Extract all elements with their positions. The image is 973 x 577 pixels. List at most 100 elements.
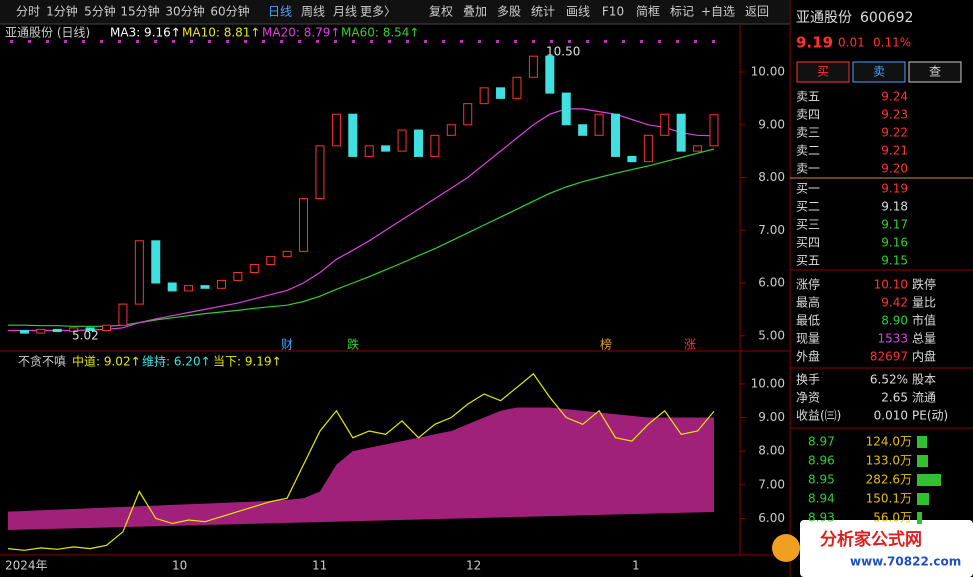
toolbar-button[interactable]: 30分钟 xyxy=(165,4,204,19)
candle xyxy=(134,240,144,305)
y-tick-label: 8.00 xyxy=(758,170,785,184)
toolbar-button[interactable]: 月线 xyxy=(333,5,357,19)
book-label: 买五 xyxy=(796,254,820,268)
change: 0.01 xyxy=(838,36,865,50)
dot xyxy=(388,40,391,43)
toolbar-button[interactable]: 日线 xyxy=(268,5,292,19)
book-price: 9.15 xyxy=(881,254,908,268)
trade-price: 8.95 xyxy=(808,473,835,487)
trade-button[interactable] xyxy=(796,61,850,83)
toolbar-button[interactable]: 1分钟 xyxy=(46,4,78,19)
trade-bar xyxy=(917,436,927,448)
candle xyxy=(496,87,506,99)
toolbar-button[interactable]: 5分钟 xyxy=(84,4,116,19)
candle xyxy=(266,256,276,266)
candle xyxy=(216,279,226,289)
candle xyxy=(594,113,604,136)
stat-label: 总量 xyxy=(912,332,936,346)
candle xyxy=(397,129,407,152)
legend-entry: MA20: 8.79↑ xyxy=(262,26,340,40)
trade-price: 8.97 xyxy=(808,435,835,449)
toolbar-button[interactable]: +自选 xyxy=(701,5,735,19)
y-tick-label: 8.00 xyxy=(758,444,785,458)
toolbar-bg xyxy=(0,0,790,24)
toolbar-button[interactable]: 画线 xyxy=(566,5,590,19)
candle xyxy=(167,282,177,292)
trade-button[interactable] xyxy=(908,61,962,83)
stat-label: 跌停 xyxy=(912,277,936,292)
book-label: 卖四 xyxy=(796,108,820,122)
dot xyxy=(118,40,121,43)
dot xyxy=(28,40,31,43)
toolbar-button[interactable]: 标记 xyxy=(670,5,694,19)
y-tick-label: 7.00 xyxy=(758,223,785,237)
stat-value: 82697 xyxy=(870,350,908,364)
book-price: 9.19 xyxy=(881,182,908,196)
toolbar-button[interactable]: 15分钟 xyxy=(120,4,159,19)
dot xyxy=(586,40,589,43)
book-label: 买一 xyxy=(796,182,820,196)
event-marker[interactable]: 涨 xyxy=(684,337,696,352)
candle xyxy=(381,145,391,152)
dot xyxy=(622,40,625,43)
stat-value: 9.42 xyxy=(881,296,908,310)
toolbar-button[interactable]: 复权 xyxy=(429,5,453,19)
trade-button[interactable] xyxy=(852,61,906,83)
trade-volume: 282.6万 xyxy=(866,473,912,487)
toolbar-button[interactable]: 多股 xyxy=(497,5,521,19)
candle xyxy=(413,129,423,157)
dot xyxy=(244,40,247,43)
candle xyxy=(331,113,341,147)
candle xyxy=(19,329,29,334)
stat-label: 现量 xyxy=(796,332,820,346)
dot xyxy=(334,40,337,43)
stat-label: 收益(㈢) xyxy=(796,409,841,423)
dot xyxy=(280,40,283,43)
trade-button-label[interactable]: 卖 xyxy=(873,65,885,79)
x-tick-label: 1 xyxy=(632,559,640,573)
candle xyxy=(512,76,522,99)
dot xyxy=(514,40,517,43)
event-marker[interactable]: 跌 xyxy=(347,337,359,352)
book-label: 买二 xyxy=(796,200,820,214)
dot xyxy=(100,40,103,43)
trade-price: 8.96 xyxy=(808,454,835,468)
toolbar-button[interactable]: 周线 xyxy=(301,5,325,19)
stat-value: 10.10 xyxy=(874,278,908,292)
book-price: 9.24 xyxy=(881,90,908,104)
trade-button-label[interactable]: 买 xyxy=(817,65,829,79)
candle xyxy=(348,113,358,157)
toolbar-button[interactable]: F10 xyxy=(602,5,624,19)
trade-bar xyxy=(917,493,929,505)
candle xyxy=(528,55,538,78)
candle xyxy=(233,271,243,281)
book-label: 卖二 xyxy=(796,144,820,158)
event-marker[interactable]: 财 xyxy=(281,338,293,352)
low-label: 5.02 xyxy=(72,329,99,343)
dot xyxy=(370,40,373,43)
trade-price: 8.94 xyxy=(808,492,835,506)
toolbar-button[interactable]: 60分钟 xyxy=(210,4,249,19)
dot xyxy=(172,40,175,43)
candle xyxy=(151,240,161,284)
dot xyxy=(190,40,193,43)
toolbar-button[interactable]: 简框 xyxy=(636,5,660,19)
toolbar-button[interactable]: 分时 xyxy=(16,5,40,19)
logo-title: 分析家公式网 xyxy=(820,529,922,550)
event-marker[interactable]: 榜 xyxy=(600,337,612,352)
trade-volume: 150.1万 xyxy=(866,492,912,506)
toolbar-button[interactable]: 叠加 xyxy=(463,5,487,19)
y-tick-label: 10.00 xyxy=(751,376,785,390)
candle xyxy=(627,155,637,163)
book-price: 9.21 xyxy=(881,144,908,158)
toolbar-button[interactable]: 统计 xyxy=(531,5,555,19)
toolbar-button[interactable]: 返回 xyxy=(745,5,769,19)
toolbar-button[interactable]: 更多〉 xyxy=(360,5,396,19)
trade-button-label[interactable]: 查 xyxy=(929,65,941,79)
book-price: 9.22 xyxy=(881,126,908,140)
stock-name: 亚通股份 xyxy=(796,10,852,26)
trade-bar xyxy=(917,455,928,467)
dot xyxy=(532,40,535,43)
candle xyxy=(118,303,128,326)
book-label: 卖三 xyxy=(796,126,820,140)
